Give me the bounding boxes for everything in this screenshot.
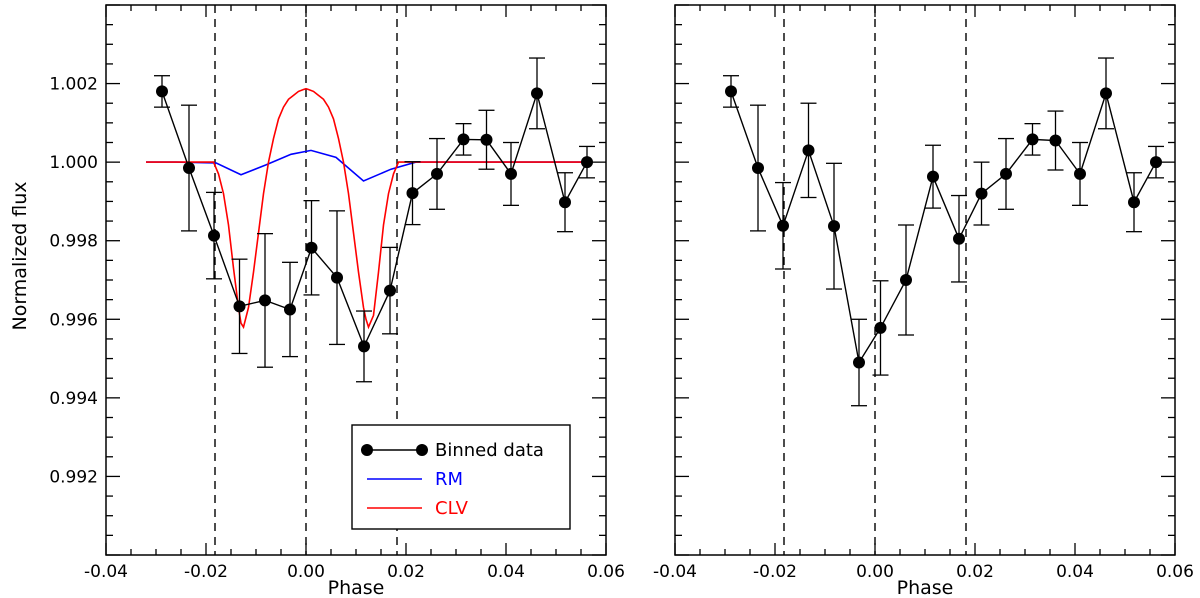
data-point xyxy=(953,232,965,245)
x-tick-label: -0.02 xyxy=(184,562,228,582)
y-tick-label: 1.002 xyxy=(49,75,98,95)
right-panel: -0.04 -0.02 0.00 0.02 0.04 0.06 Phase xyxy=(653,4,1194,598)
data-point xyxy=(777,219,789,232)
binned-data-line xyxy=(730,90,1157,365)
data-point xyxy=(828,220,840,233)
y-tick-label: 0.992 xyxy=(49,467,98,487)
x-tick-label: 0.00 xyxy=(856,562,894,582)
data-point xyxy=(305,241,318,254)
data-point xyxy=(1128,196,1140,209)
x-tick-label: 0.04 xyxy=(1056,562,1094,582)
data-point xyxy=(1000,167,1012,180)
data-point xyxy=(874,321,887,334)
data-point xyxy=(406,187,419,200)
legend-marker xyxy=(416,444,428,456)
legend-label: RM xyxy=(435,469,463,490)
data-point xyxy=(853,356,865,369)
data-point xyxy=(1100,87,1112,100)
x-tick-label: 0.00 xyxy=(287,562,325,582)
legend-marker xyxy=(361,444,373,456)
legend-label: Binned data xyxy=(435,440,544,461)
data-point xyxy=(927,170,939,183)
plot-frame xyxy=(674,4,1176,556)
data-point xyxy=(183,162,195,175)
x-tick-label: 0.06 xyxy=(587,562,625,582)
data-point xyxy=(457,133,470,146)
data-point xyxy=(802,144,815,157)
data-point xyxy=(208,229,220,242)
data-point xyxy=(284,303,296,316)
y-tick-label: 0.996 xyxy=(49,310,98,330)
y-axis-label: Normalized flux xyxy=(9,181,31,330)
x-tick-label: 0.02 xyxy=(956,562,994,582)
data-point xyxy=(531,87,543,100)
clv-model-line xyxy=(146,87,586,330)
x-tick-label: 0.04 xyxy=(487,562,525,582)
data-point xyxy=(1049,134,1062,147)
x-tick-label: -0.04 xyxy=(653,562,697,582)
data-point xyxy=(752,162,764,175)
data-point xyxy=(480,133,493,146)
left-panel: -0.04 -0.02 0.00 0.02 0.04 0.06 0.992 0.994 0.99… xyxy=(49,4,625,598)
data-point xyxy=(1074,167,1086,180)
data-point xyxy=(431,167,443,180)
x-axis-label: Phase xyxy=(897,577,954,598)
data-point xyxy=(975,187,988,200)
y-tick-label: 1.000 xyxy=(49,153,98,173)
x-tick-label: -0.02 xyxy=(753,562,797,582)
legend-label: CLV xyxy=(435,498,469,519)
data-point xyxy=(384,284,396,297)
x-axis-label: Phase xyxy=(328,577,385,598)
rm-model-line xyxy=(146,149,586,182)
data-point xyxy=(559,196,571,209)
data-point xyxy=(358,340,370,353)
legend: Binned data RM CLV xyxy=(351,424,571,530)
data-point xyxy=(1150,156,1162,169)
data-point xyxy=(233,300,246,313)
y-tick-label: 0.998 xyxy=(49,232,98,252)
data-point xyxy=(581,156,593,169)
x-tick-label: 0.06 xyxy=(1156,562,1194,582)
data-point xyxy=(156,85,168,98)
data-point xyxy=(900,274,912,286)
y-tick-label: 0.994 xyxy=(49,389,98,409)
data-point xyxy=(331,271,343,284)
legend-box xyxy=(351,424,571,530)
x-tick-label: 0.02 xyxy=(387,562,425,582)
data-point xyxy=(505,167,517,180)
binned-data-line xyxy=(161,90,588,349)
data-point xyxy=(725,85,737,98)
x-tick-label: -0.04 xyxy=(84,562,128,582)
data-point xyxy=(1026,133,1039,146)
data-point xyxy=(259,294,271,307)
